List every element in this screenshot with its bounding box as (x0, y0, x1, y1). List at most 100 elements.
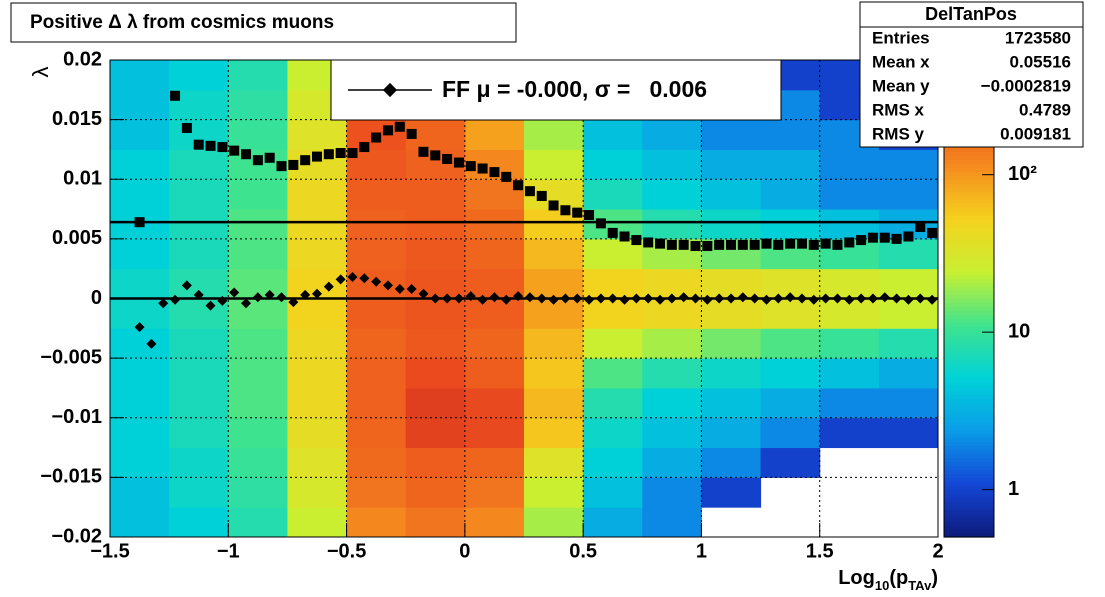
point (820, 293, 831, 304)
heat-cell (642, 507, 702, 538)
point (193, 289, 204, 300)
heat-cell (405, 358, 466, 389)
color-bar-step (944, 195, 994, 200)
point (631, 235, 642, 246)
x-title-part: ) (931, 567, 938, 589)
heat-cell (287, 298, 348, 329)
heat-cell (464, 238, 525, 270)
point (808, 294, 819, 305)
point (832, 293, 843, 304)
heat-cell (169, 507, 229, 538)
heat-cell (228, 209, 288, 240)
color-bar-step (944, 242, 994, 248)
x-tick-label: −0.5 (327, 540, 366, 562)
y-tick-label: −0.01 (51, 406, 102, 428)
point (359, 142, 370, 153)
color-bar-step (944, 381, 994, 387)
point (879, 232, 890, 243)
heat-cell (346, 298, 407, 329)
point (465, 291, 476, 302)
z-tick-label: 1 (1008, 478, 1019, 500)
point (430, 150, 441, 161)
point (572, 293, 583, 304)
point (595, 293, 606, 304)
heat-cell (110, 417, 170, 449)
y-tick-label: −0.02 (51, 525, 102, 547)
stats-label: RMS y (872, 124, 925, 143)
heat-cell (110, 328, 170, 359)
color-bar-step (944, 250, 994, 256)
color-bar-step (944, 525, 994, 530)
point (808, 239, 819, 250)
color-bar-step (944, 147, 994, 153)
point (241, 298, 252, 309)
heat-cell (169, 387, 229, 419)
color-bar-step (944, 425, 994, 431)
y-axis-title: λ (28, 67, 53, 78)
point (181, 122, 192, 133)
color-bar-step (944, 219, 994, 224)
heat-cell (287, 328, 348, 359)
point (300, 155, 311, 166)
heat-cell (228, 60, 288, 91)
point (903, 231, 914, 242)
heat-cell (524, 149, 584, 180)
heat-cell (701, 328, 762, 359)
point (252, 155, 263, 166)
point (300, 289, 311, 300)
point (927, 227, 938, 238)
point (773, 239, 784, 250)
point (536, 190, 547, 201)
heat-cell (228, 119, 288, 150)
point (584, 210, 595, 221)
color-bar-step (944, 183, 994, 188)
heat-cell (464, 447, 525, 478)
color-bar-step (944, 175, 994, 180)
point (796, 293, 807, 304)
color-bar-step (944, 222, 994, 228)
point (323, 281, 334, 292)
point (844, 294, 855, 305)
color-bar-step (944, 445, 994, 451)
stats-value: 1723580 (1005, 28, 1071, 47)
point (229, 287, 240, 298)
x-title-part: 10 (875, 578, 889, 593)
color-bar-step (944, 167, 994, 172)
heat-cell (701, 298, 762, 329)
stats-value: 0.4789 (1019, 100, 1071, 119)
heat-cell (878, 268, 939, 299)
heat-cell (583, 417, 643, 449)
color-bar-step (944, 489, 994, 494)
point (619, 231, 630, 242)
point (371, 132, 382, 143)
color-bar-step (944, 179, 994, 184)
point (891, 233, 902, 244)
heat-cell (405, 298, 466, 329)
heat-cell (878, 238, 939, 270)
heat-cell (228, 387, 288, 419)
heat-cell (583, 447, 643, 478)
heat-cell (760, 358, 821, 389)
heat-cell (878, 179, 939, 210)
color-bar-step (944, 409, 994, 415)
heat-cell (405, 328, 466, 359)
color-bar-step (944, 533, 994, 538)
color-bar-step (944, 497, 994, 502)
point (217, 295, 228, 306)
point (903, 294, 914, 305)
heat-cell (583, 328, 643, 359)
color-bar-step (944, 159, 994, 164)
point (418, 146, 429, 157)
color-bar-step (944, 437, 994, 443)
point (170, 90, 181, 101)
color-bar-step (944, 350, 994, 355)
color-bar-step (944, 290, 994, 296)
heat-cell (169, 179, 229, 210)
x-tick-label: 1.5 (806, 540, 834, 562)
point (158, 298, 169, 309)
heat-cell (346, 328, 407, 359)
stats-value: −0.0002819 (981, 76, 1071, 95)
point (726, 239, 736, 250)
heat-cell (110, 358, 170, 389)
